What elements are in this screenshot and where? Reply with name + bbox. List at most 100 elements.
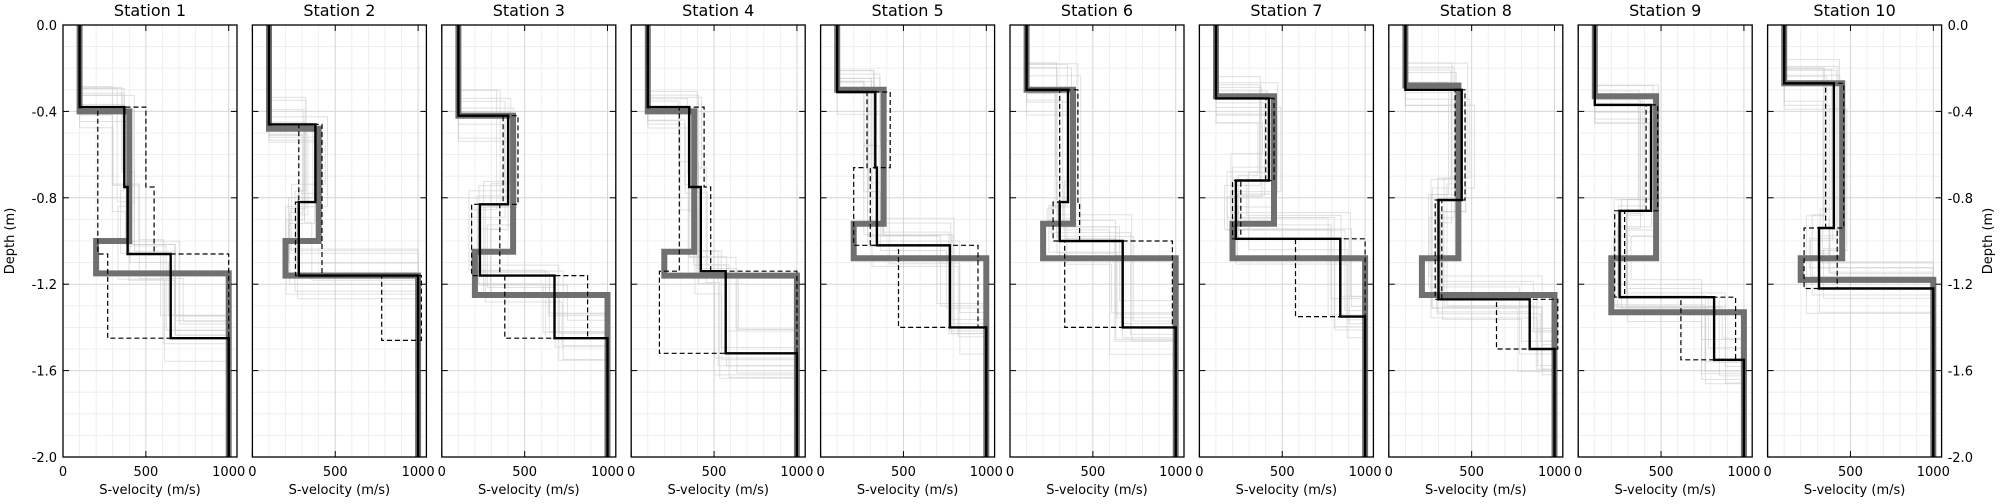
y-tick-label-right: -1.2 bbox=[1948, 278, 1973, 293]
x-tick-label: 500 bbox=[1649, 465, 1674, 480]
ensemble-profile-line bbox=[1594, 25, 1745, 457]
x-axis-label: S-velocity (m/s) bbox=[1614, 483, 1716, 498]
ensemble-profile-line bbox=[1026, 25, 1177, 457]
ensemble-profile-line bbox=[836, 25, 987, 457]
ensemble-profile-line bbox=[1783, 25, 1934, 457]
y-axis-label-left: Depth (m) bbox=[3, 208, 18, 275]
y-tick-label-left: 0.0 bbox=[36, 19, 57, 34]
ensemble-profile-line bbox=[836, 25, 987, 457]
panel-title: Station 7 bbox=[1250, 1, 1322, 20]
ensemble-profile-line bbox=[1783, 25, 1934, 457]
x-tick-label: 500 bbox=[512, 465, 537, 480]
x-tick-label: 500 bbox=[891, 465, 916, 480]
best-model-profile-line bbox=[1214, 25, 1367, 457]
y-tick-label-left: -1.2 bbox=[32, 278, 57, 293]
upper-bound-profile-line bbox=[79, 25, 230, 457]
ensemble-profile-line bbox=[1404, 25, 1555, 457]
ensemble-profile-line bbox=[1783, 25, 1934, 457]
panel-title: Station 6 bbox=[1061, 1, 1133, 20]
y-tick-label-left: -2.0 bbox=[32, 451, 57, 466]
ensemble-profile-line bbox=[647, 25, 798, 457]
panel-title: Station 10 bbox=[1813, 1, 1895, 20]
y-tick-label-right: -1.6 bbox=[1948, 365, 1973, 380]
panel-frame bbox=[1009, 24, 1185, 458]
x-axis-label: S-velocity (m/s) bbox=[857, 483, 959, 498]
ensemble-profile-line bbox=[268, 25, 419, 457]
panel-frame bbox=[1577, 24, 1753, 458]
ensemble-profile-line bbox=[268, 25, 419, 457]
y-tick-label-right: -0.4 bbox=[1948, 105, 1973, 120]
panel-frame bbox=[1388, 24, 1564, 458]
best-model-profile-line bbox=[646, 25, 799, 457]
y-tick-label-left: -0.4 bbox=[32, 105, 57, 120]
panel-frame bbox=[62, 24, 238, 458]
x-tick-label: 500 bbox=[1838, 465, 1863, 480]
panel-frame bbox=[251, 24, 428, 458]
x-tick-label: 0 bbox=[627, 465, 635, 480]
panel-title: Station 1 bbox=[114, 1, 186, 20]
panel-frame bbox=[1766, 24, 1943, 458]
ensemble-profile-line bbox=[1594, 25, 1745, 457]
reference-profile-line bbox=[1591, 25, 1747, 457]
upper-bound-profile-line bbox=[1404, 25, 1559, 457]
x-tick-label: 0 bbox=[438, 465, 446, 480]
reference-profile-line bbox=[1402, 25, 1558, 457]
x-tick-label: 1000 bbox=[1727, 465, 1760, 480]
panel-title: Station 5 bbox=[872, 1, 944, 20]
x-axis-label: S-velocity (m/s) bbox=[1046, 483, 1148, 498]
x-tick-label: 500 bbox=[1270, 465, 1295, 480]
ensemble-profile-line bbox=[1404, 25, 1555, 457]
x-tick-label: 1000 bbox=[1159, 465, 1192, 480]
best-model-profile-line bbox=[1025, 25, 1177, 457]
x-tick-label: 1000 bbox=[1349, 465, 1382, 480]
ensemble-profile-line bbox=[268, 25, 419, 457]
x-axis-label: S-velocity (m/s) bbox=[1804, 483, 1906, 498]
ensemble-profile-line bbox=[1783, 25, 1934, 457]
ensemble-profile-line bbox=[1404, 25, 1555, 457]
ensemble-profile-line bbox=[1783, 25, 1934, 457]
ensemble-profile-line bbox=[1404, 25, 1555, 457]
ensemble-profile-line bbox=[1215, 25, 1366, 457]
x-axis-label: S-velocity (m/s) bbox=[289, 483, 391, 498]
x-tick-label: 0 bbox=[1195, 465, 1203, 480]
x-tick-label: 0 bbox=[59, 465, 67, 480]
panel-title: Station 2 bbox=[303, 1, 375, 20]
reference-profile-line bbox=[834, 25, 990, 457]
ensemble-profile-line bbox=[268, 25, 419, 457]
ensemble-profile-line bbox=[79, 25, 230, 457]
x-tick-label: 0 bbox=[1385, 465, 1393, 480]
y-axis-label-right: Depth (m) bbox=[1981, 208, 1996, 275]
ensemble-profile-line bbox=[268, 25, 419, 457]
y-tick-label-right: -2.0 bbox=[1948, 451, 1973, 466]
reference-profile-line bbox=[76, 25, 232, 457]
ensemble-profile-line bbox=[457, 25, 608, 457]
ensemble-profile-line bbox=[647, 25, 798, 457]
best-model-profile-line bbox=[457, 25, 609, 457]
x-tick-label: 500 bbox=[1459, 465, 1484, 480]
x-tick-label: 1000 bbox=[591, 465, 624, 480]
ensemble-profile-line bbox=[1783, 25, 1934, 457]
ensemble-profile-line bbox=[79, 25, 230, 457]
ensemble-profile-line bbox=[1026, 25, 1177, 457]
best-model-profile-line bbox=[1783, 25, 1935, 457]
best-model-profile-line bbox=[78, 25, 230, 457]
x-tick-label: 500 bbox=[323, 465, 348, 480]
panel-frame bbox=[819, 24, 996, 458]
ensemble-profile-line bbox=[647, 25, 798, 457]
ensemble-profile-line bbox=[457, 25, 608, 457]
x-axis-label: S-velocity (m/s) bbox=[1425, 483, 1527, 498]
ensemble-profile-line bbox=[79, 25, 230, 457]
panel-title: Station 4 bbox=[682, 1, 754, 20]
x-tick-label: 0 bbox=[816, 465, 824, 480]
best-model-profile-line bbox=[1593, 25, 1746, 457]
x-tick-label: 0 bbox=[248, 465, 256, 480]
x-axis-label: S-velocity (m/s) bbox=[667, 483, 769, 498]
x-tick-label: 500 bbox=[133, 465, 158, 480]
ensemble-profile-line bbox=[268, 25, 419, 457]
x-tick-label: 1000 bbox=[970, 465, 1003, 480]
x-axis-label: S-velocity (m/s) bbox=[99, 483, 201, 498]
panel-title: Station 8 bbox=[1440, 1, 1512, 20]
ensemble-profile-line bbox=[457, 25, 608, 457]
x-tick-label: 1000 bbox=[1538, 465, 1571, 480]
x-tick-label: 1000 bbox=[402, 465, 435, 480]
